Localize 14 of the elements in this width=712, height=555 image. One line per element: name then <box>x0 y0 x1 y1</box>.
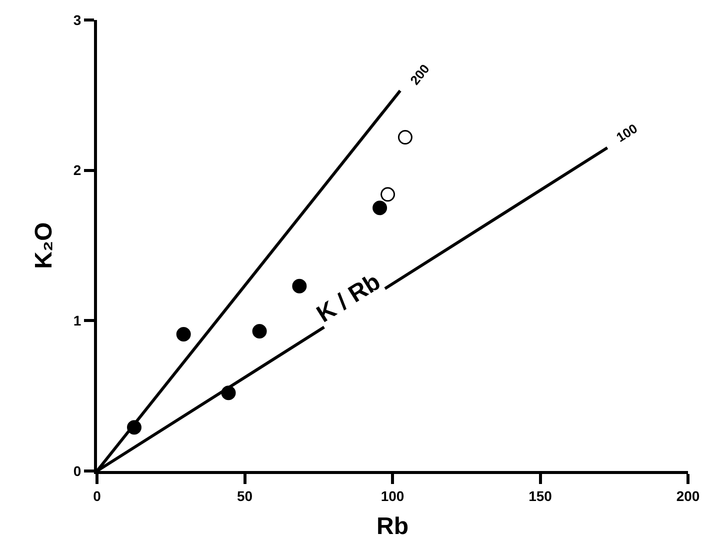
y-axis-title: K₂O <box>30 222 58 269</box>
y-tick-label: 3 <box>73 12 82 28</box>
text: 200 <box>407 61 432 88</box>
y-tick-label: 2 <box>73 162 82 178</box>
x-axis-title: Rb <box>376 513 408 540</box>
x-tick-label: 50 <box>236 488 253 504</box>
annotation: K / Rb <box>312 268 386 328</box>
text: 100 <box>614 120 640 145</box>
x-tick-label: 200 <box>676 488 700 504</box>
y-tick-label: 0 <box>73 462 82 479</box>
x-tick-label: 100 <box>380 488 404 504</box>
y-tick-label: 1 <box>73 312 82 329</box>
x-tick-label: 0 <box>93 488 102 504</box>
x-tick-label: 150 <box>528 488 552 504</box>
